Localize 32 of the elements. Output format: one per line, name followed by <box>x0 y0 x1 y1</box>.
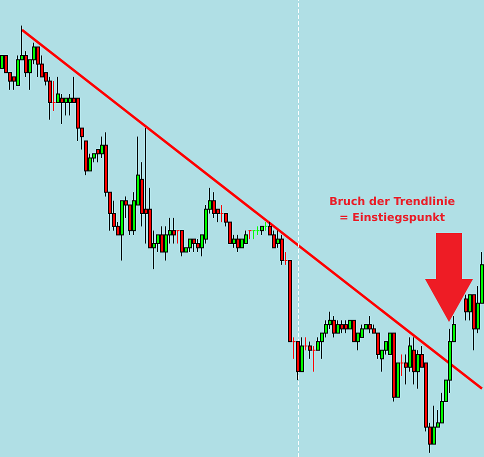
annotation: Bruch der Trendlinie = Einstiegspunkt <box>329 194 456 226</box>
candlestick <box>36 46 40 78</box>
candlestick <box>264 222 268 232</box>
candlestick <box>48 76 52 120</box>
candlestick <box>252 230 256 240</box>
candlestick <box>84 140 88 176</box>
candlestick <box>256 226 260 236</box>
candlestick <box>180 230 184 257</box>
candlestick <box>340 320 344 334</box>
candlestick <box>212 192 216 218</box>
candlestick <box>344 320 348 334</box>
candlestick <box>236 234 240 252</box>
candlestick <box>332 316 336 338</box>
candlestick <box>192 238 196 252</box>
candlestick <box>196 238 200 252</box>
candlestick <box>392 332 396 402</box>
candlestick <box>368 316 372 334</box>
candlestick <box>120 200 124 262</box>
candlestick <box>248 230 252 240</box>
candlestick <box>188 238 192 252</box>
candlestick <box>0 55 4 69</box>
candlestick <box>244 230 248 244</box>
candlestick <box>464 294 468 321</box>
candlestick <box>412 336 416 385</box>
candlestick <box>260 226 264 236</box>
candlestick <box>336 320 340 334</box>
candlestick <box>220 204 224 223</box>
candlestick <box>172 217 176 244</box>
candlestick <box>312 345 316 372</box>
candlestick <box>144 128 148 244</box>
candlestick <box>280 234 284 266</box>
candlestick <box>296 341 300 381</box>
